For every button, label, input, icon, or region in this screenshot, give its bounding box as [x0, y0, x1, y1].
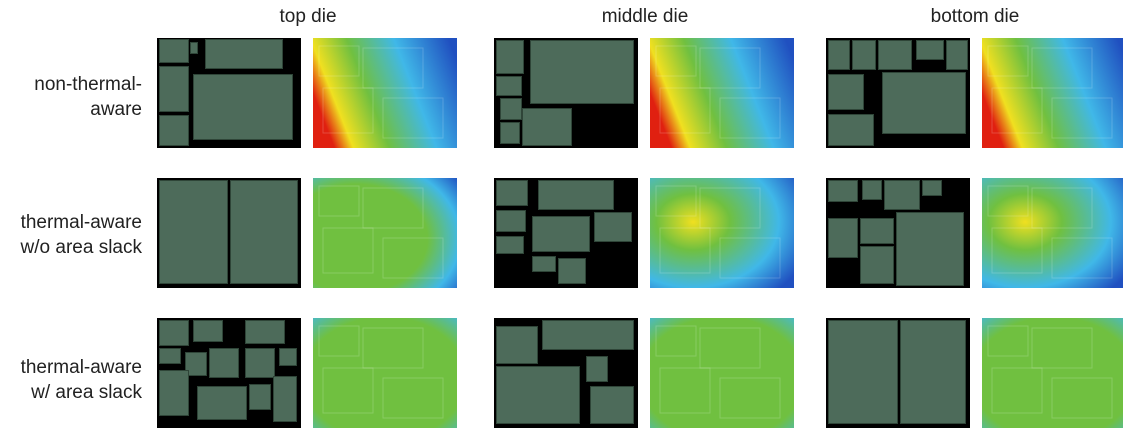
- floorplan-top-die-non-thermal: [157, 38, 301, 148]
- thermal-map-svg: [313, 318, 457, 428]
- thermal-map-middle-die-no-slack: [650, 178, 794, 288]
- thermal-map-bottom-die-slack: [982, 318, 1123, 428]
- floorplan-bottom-die-non-thermal: [826, 38, 970, 148]
- thermal-map-middle-die-slack: [650, 318, 794, 428]
- column-title-top-die: top die: [279, 6, 337, 27]
- floorplan-middle-die-no-slack: [494, 178, 638, 288]
- thermal-map-bottom-die-no-slack: [982, 178, 1123, 288]
- thermal-map-top-die-non-thermal: [313, 38, 457, 148]
- column-title-bottom-die: bottom die: [930, 6, 1020, 27]
- floorplan-top-die-no-slack: [157, 178, 301, 288]
- thermal-map-svg: [313, 38, 457, 148]
- floorplan-bottom-die-no-slack: [826, 178, 970, 288]
- thermal-map-top-die-slack: [313, 318, 457, 428]
- floorplan-bottom-die-slack: [826, 318, 970, 428]
- thermal-map-bottom-die-non-thermal: [982, 38, 1123, 148]
- column-title-middle-die: middle die: [601, 6, 689, 27]
- row-label-thermal-aware-slack: thermal-aware w/ area slack: [20, 357, 142, 403]
- thermal-map-top-die-no-slack: [313, 178, 457, 288]
- floorplan-top-die-slack: [157, 318, 301, 428]
- thermal-map-svg: [650, 318, 794, 428]
- thermal-map-svg: [982, 178, 1123, 288]
- thermal-map-middle-die-non-thermal: [650, 38, 794, 148]
- floorplan-middle-die-non-thermal: [494, 38, 638, 148]
- thermal-map-svg: [650, 38, 794, 148]
- thermal-map-svg: [650, 178, 794, 288]
- thermal-map-svg: [313, 178, 457, 288]
- thermal-map-svg: [982, 38, 1123, 148]
- row-label-non-thermal-aware: non-thermal- aware: [34, 74, 142, 120]
- floorplan-middle-die-slack: [494, 318, 638, 428]
- row-label-thermal-aware-no-slack: thermal-aware w/o area slack: [20, 212, 142, 258]
- thermal-map-svg: [982, 318, 1123, 428]
